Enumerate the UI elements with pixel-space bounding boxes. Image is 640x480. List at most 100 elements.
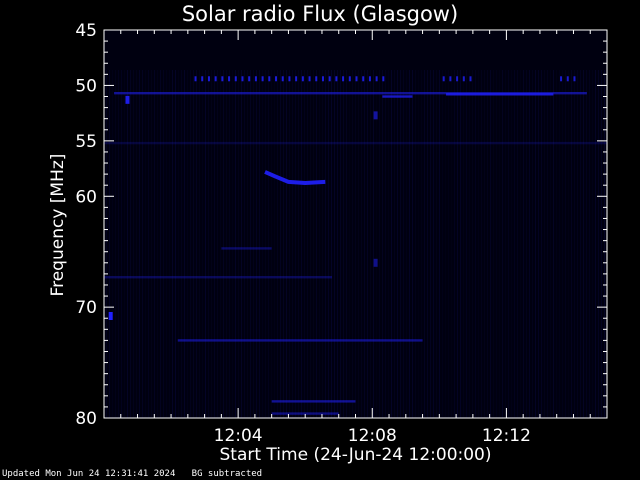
noise-column [202,70,203,418]
noise-column [508,70,509,418]
noise-column [598,70,599,418]
emission-band [221,247,272,250]
emission-band [446,93,554,96]
emission-dash [254,76,257,82]
noise-column [385,70,386,418]
noise-column [223,70,224,418]
noise-column [583,70,584,418]
noise-column [325,70,326,418]
noise-column [511,70,512,418]
noise-column [196,70,197,418]
noise-column [538,70,539,418]
noise-column [382,70,383,418]
x-axis-label: Start Time (24-Jun-24 12:00:00) [219,445,492,465]
drifting-burst [264,170,326,186]
noise-column [154,70,155,418]
noise-column [556,70,557,418]
emission-blob [373,258,378,267]
noise-column [394,70,395,418]
noise-column [535,70,536,418]
x-tick-label: 12:04 [214,426,263,446]
noise-column [388,70,389,418]
noise-column [550,70,551,418]
noise-column [343,70,344,418]
noise-column [151,70,152,418]
noise-column [442,70,443,418]
noise-column [160,70,161,418]
axis-ticks [103,29,608,419]
noise-column [301,70,302,418]
emission-dash [275,76,278,82]
emission-dash [228,76,231,82]
noise-column [526,70,527,418]
noise-column [490,70,491,418]
noise-column [142,70,143,418]
noise-column [547,70,548,418]
noise-column [130,70,131,418]
emission-dash [362,76,365,82]
spectrogram-image [104,30,607,418]
noise-column [175,70,176,418]
noise-column [601,70,602,418]
x-tick-label: 12:12 [482,426,531,446]
noise-column [424,70,425,418]
noise-column [184,70,185,418]
noise-column [445,70,446,418]
emission-dash [566,76,569,82]
noise-column [145,70,146,418]
noise-column [208,70,209,418]
noise-column [496,70,497,418]
noise-column [211,70,212,418]
emission-dash [560,76,563,82]
noise-column [313,70,314,418]
noise-column [286,70,287,418]
emission-dash [261,76,264,82]
noise-column [331,70,332,418]
noise-column [355,70,356,418]
emission-band [177,339,423,342]
y-tick-label: 60 [75,187,97,207]
noise-column [220,70,221,418]
noise-column [214,70,215,418]
noise-column [238,70,239,418]
noise-column [493,70,494,418]
noise-column [334,70,335,418]
noise-column [379,70,380,418]
emission-dash [201,76,204,82]
noise-column [367,70,368,418]
noise-column [571,70,572,418]
noise-column [574,70,575,418]
noise-column [178,70,179,418]
noise-column [517,70,518,418]
noise-column [172,70,173,418]
noise-column [505,70,506,418]
emission-dash [288,76,291,82]
emission-dash [462,76,465,82]
emission-blob [373,111,378,120]
noise-column [448,70,449,418]
noise-column [439,70,440,418]
noise-column [586,70,587,418]
emission-dash [342,76,345,82]
noise-column [376,70,377,418]
noise-column [205,70,206,418]
noise-column [166,70,167,418]
noise-column [115,70,116,418]
updated-timestamp: Updated Mon Jun 24 12:31:41 2024 [2,469,176,479]
noise-column [391,70,392,418]
noise-column [529,70,530,418]
y-tick-label: 55 [75,132,97,152]
noise-column [181,70,182,418]
noise-column [472,70,473,418]
noise-column [544,70,545,418]
y-tick-label: 50 [75,76,97,96]
noise-column [283,70,284,418]
noise-column [484,70,485,418]
emission-dash [248,76,251,82]
noise-column [352,70,353,418]
noise-column [541,70,542,418]
emission-dash [207,76,210,82]
noise-column [259,70,260,418]
noise-column [451,70,452,418]
emission-dash [355,76,358,82]
